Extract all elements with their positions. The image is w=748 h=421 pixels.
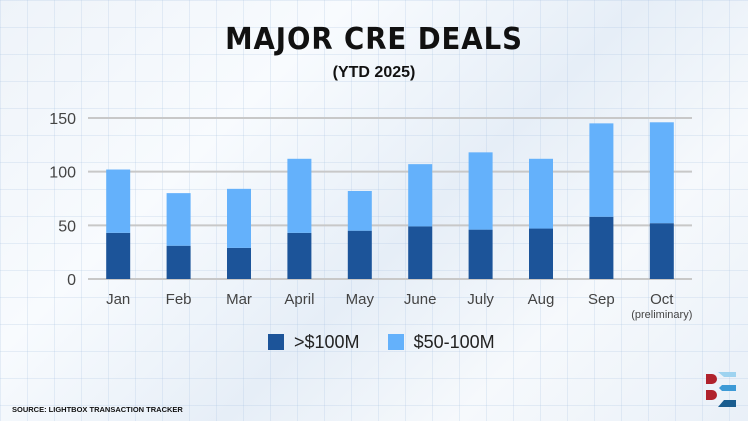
bar-over-100m-april (287, 232, 312, 279)
x-tick-label: April (284, 291, 314, 308)
legend-swatch (268, 334, 284, 350)
bar-50-100m-feb (166, 193, 191, 246)
legend: >$100M $50-100M (268, 332, 495, 353)
legend-label: $50-100M (413, 332, 495, 352)
bar-50-100m-aug (529, 158, 553, 229)
x-tick-label: Sep (588, 291, 615, 308)
y-tick-label: 150 (49, 111, 76, 128)
bar-50-100m-may (347, 190, 372, 231)
y-tick-label: 100 (49, 165, 76, 182)
bar-over-100m-sep (589, 216, 614, 279)
bar-50-100m-sep (589, 123, 614, 217)
bar-50-100m-mar (227, 188, 251, 248)
chart-title: MAJOR CRE DEALS (225, 22, 523, 57)
bar-over-100m-may (347, 230, 372, 279)
source-note: SOURCE: LIGHTBOX TRANSACTION TRACKER (12, 405, 183, 414)
y-tick-label: 0 (67, 272, 76, 289)
x-tick-label: Jan (106, 291, 130, 308)
x-tick-label: July (467, 291, 494, 308)
x-tick-label: May (346, 291, 375, 308)
bar-over-100m-feb (166, 245, 191, 279)
x-tick-note: (preliminary) (631, 309, 692, 321)
legend-label: >$100M (294, 332, 360, 352)
bar-50-100m-july (468, 152, 493, 230)
legend-item-over-100m: >$100M (268, 332, 360, 353)
x-tick-label: Oct (650, 291, 674, 308)
x-tick-label: Mar (226, 291, 252, 308)
bar-over-100m-mar (227, 247, 251, 279)
lightbox-logo (706, 372, 736, 407)
x-tick-label: Aug (528, 291, 555, 308)
bar-over-100m-june (408, 226, 433, 279)
bar-50-100m-jan (106, 169, 131, 233)
bar-50-100m-oct (649, 122, 674, 224)
bar-over-100m-july (468, 229, 493, 279)
chart-subtitle: (YTD 2025) (332, 64, 416, 81)
bar-over-100m-oct (649, 223, 674, 279)
legend-item-50-100m: $50-100M (387, 332, 495, 353)
bar-over-100m-jan (106, 232, 131, 279)
x-tick-label: June (404, 291, 437, 308)
bar-over-100m-aug (529, 228, 553, 279)
bar-50-100m-april (287, 158, 312, 233)
bar-50-100m-june (408, 164, 433, 227)
x-tick-label: Feb (166, 291, 192, 308)
legend-swatch (387, 334, 404, 350)
y-tick-label: 50 (58, 218, 76, 235)
